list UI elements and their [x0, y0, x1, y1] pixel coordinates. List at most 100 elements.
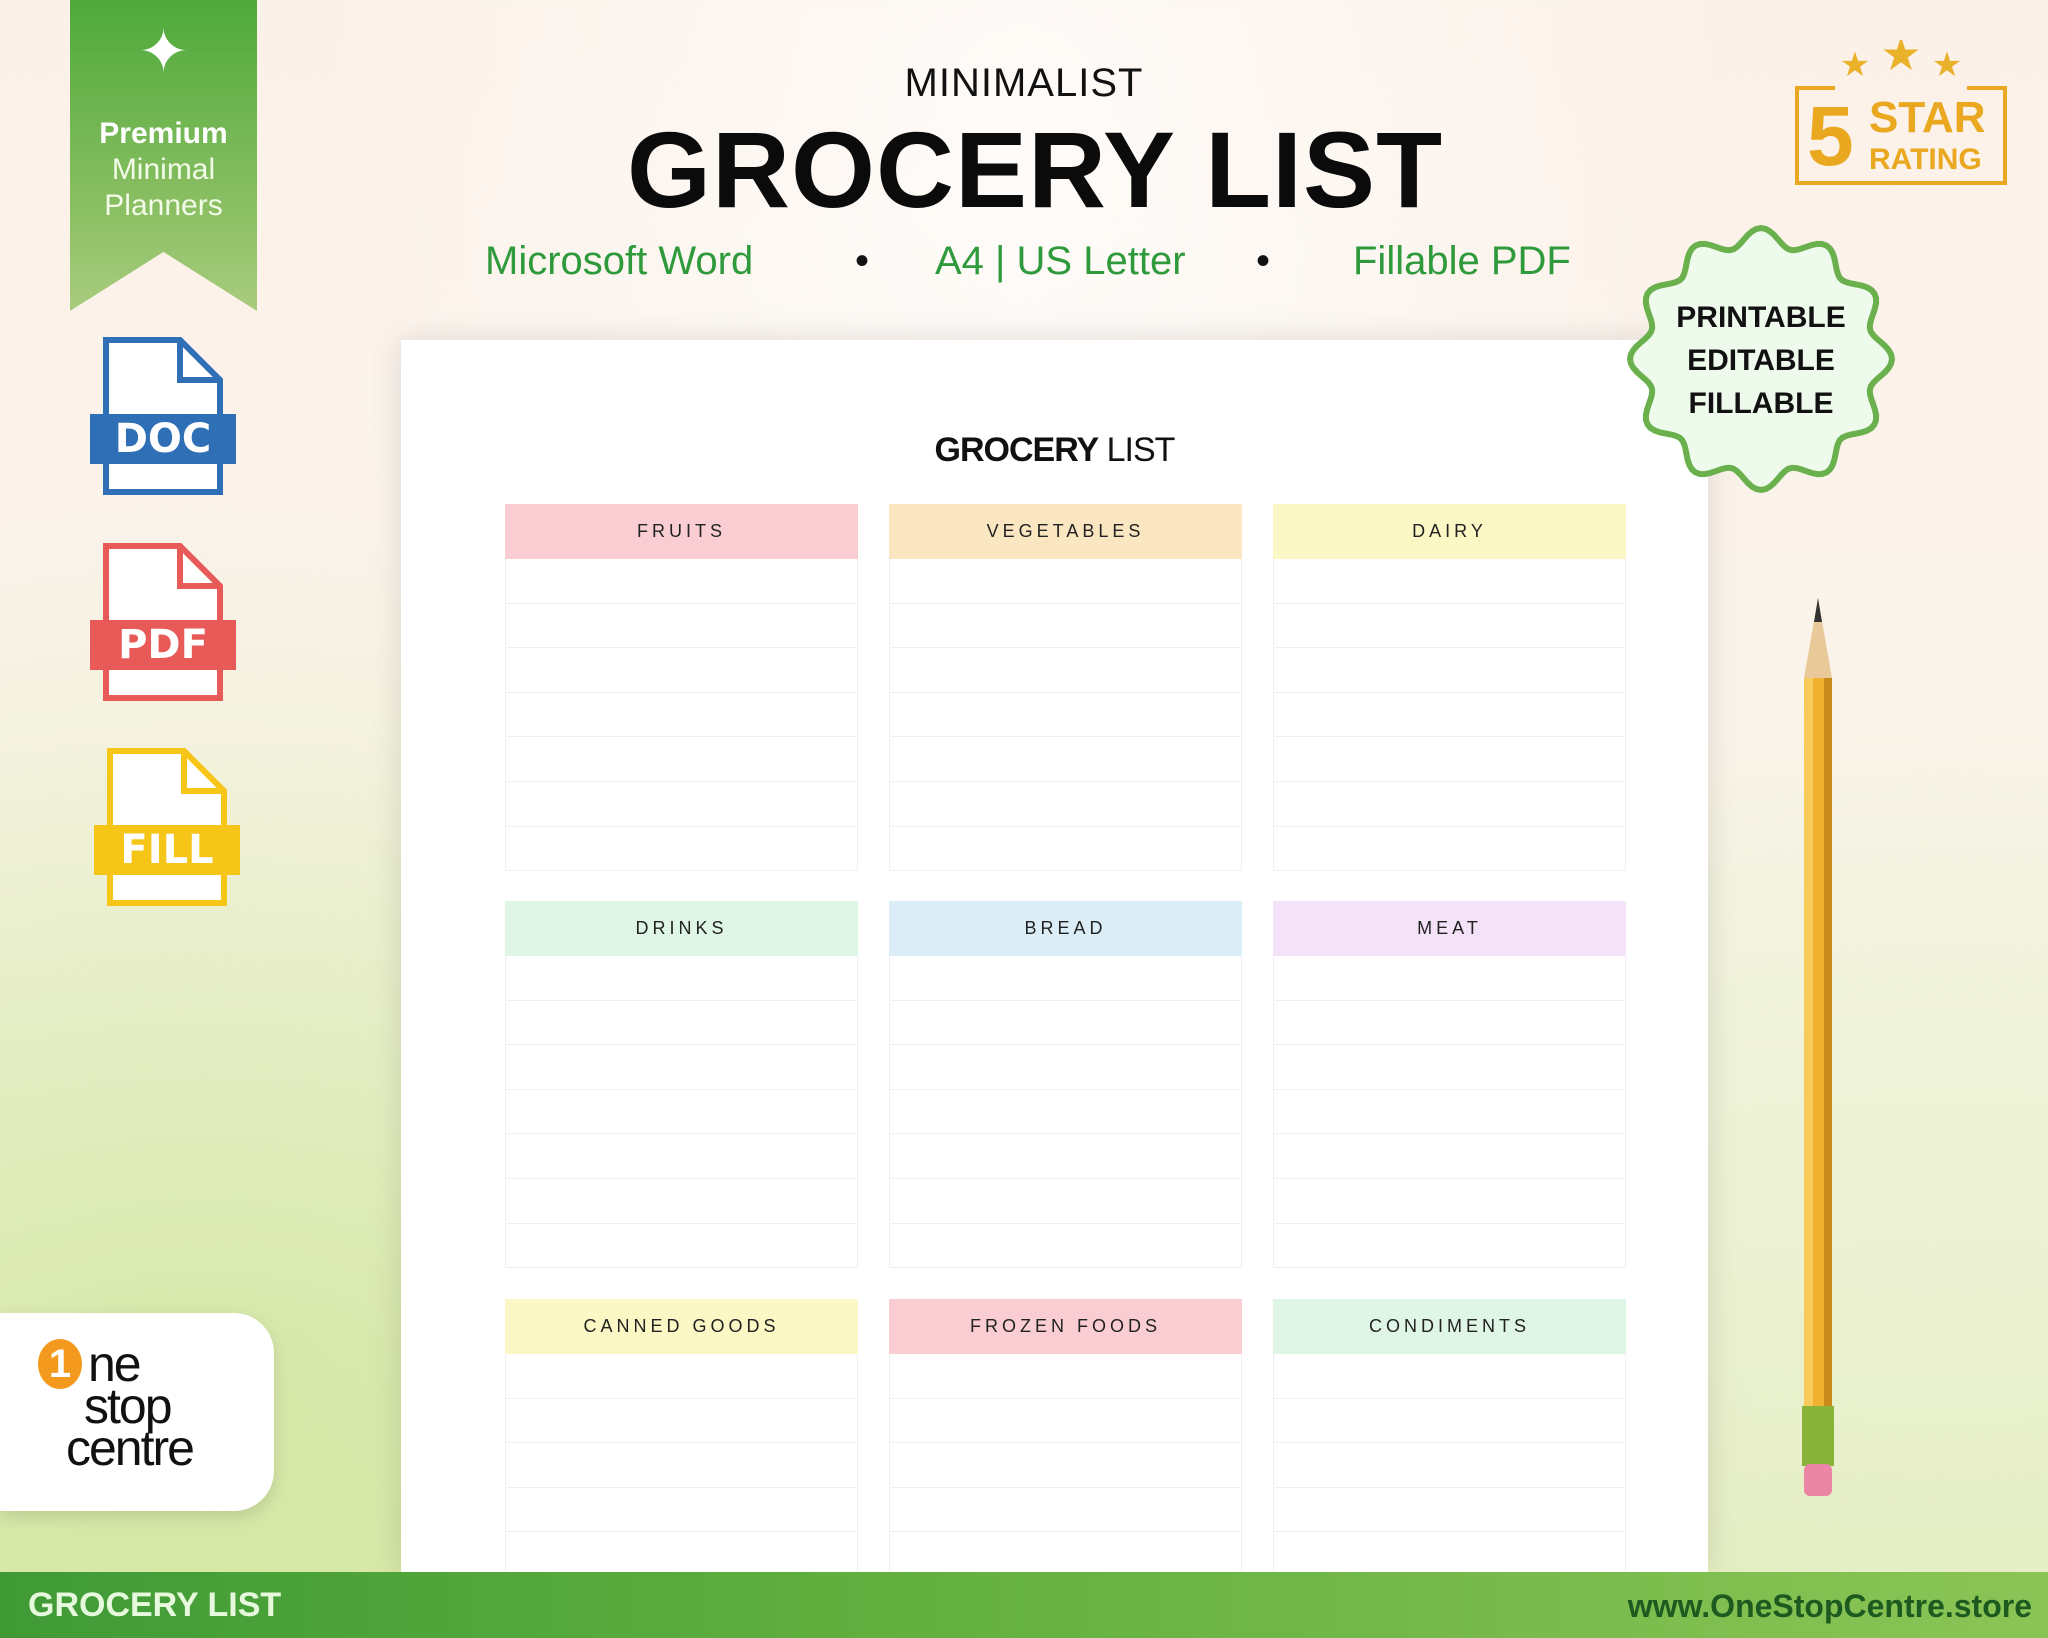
section-canned-goods: CANNED GOODS [505, 1299, 858, 1572]
list-row-input[interactable] [505, 1000, 858, 1046]
ribbon-line1: Premium [99, 117, 228, 150]
format-pdf: Fillable PDF [1353, 239, 1571, 283]
list-row-input[interactable] [1273, 1532, 1626, 1572]
section-bread: BREAD [889, 901, 1242, 1269]
list-row-input[interactable] [1273, 1178, 1626, 1224]
section-header: MEAT [1273, 901, 1626, 956]
section-drinks: DRINKS [505, 901, 858, 1269]
ribbon-line2: Minimal [111, 153, 216, 186]
list-row-input[interactable] [505, 648, 858, 693]
page-title: GROCERY LIST [626, 109, 1444, 230]
wavy-badge-shape [1626, 224, 1896, 494]
logo-digit: 1 [38, 1339, 82, 1389]
list-row-input[interactable] [505, 1487, 858, 1533]
list-row-input[interactable] [505, 737, 858, 782]
list-row-input[interactable] [505, 559, 858, 604]
section-dairy: DAIRY [1273, 504, 1626, 872]
section-vegetables: VEGETABLES [889, 504, 1242, 872]
list-row-input[interactable] [505, 1354, 858, 1399]
list-row-input[interactable] [505, 781, 858, 827]
premium-ribbon: ✦ Premium Minimal Planners [70, 0, 257, 311]
list-row-input[interactable] [1273, 1134, 1626, 1179]
list-row-input[interactable] [889, 1487, 1242, 1533]
list-row-input[interactable] [889, 648, 1242, 693]
list-row-input[interactable] [1273, 956, 1626, 1001]
list-row-input[interactable] [889, 1443, 1242, 1488]
list-row-input[interactable] [505, 1443, 858, 1488]
badge-fillable: FILLABLE [1688, 387, 1834, 420]
list-row-input[interactable] [889, 781, 1242, 827]
list-row-input[interactable] [1273, 1487, 1626, 1533]
list-row-input[interactable] [889, 559, 1242, 604]
list-row-input[interactable] [889, 1354, 1242, 1399]
list-row-input[interactable] [1273, 1443, 1626, 1488]
list-row-input[interactable] [889, 956, 1242, 1001]
list-row-input[interactable] [889, 1178, 1242, 1224]
page-subtitle: MINIMALIST [904, 61, 1144, 105]
list-row-input[interactable] [505, 826, 858, 872]
list-row-input[interactable] [505, 1223, 858, 1269]
list-row-input[interactable] [889, 1223, 1242, 1269]
sheet-title: GROCERY LIST [934, 431, 1176, 469]
list-row-input[interactable] [505, 1045, 858, 1090]
badge-editable: EDITABLE [1687, 344, 1835, 377]
list-row-input[interactable] [505, 1398, 858, 1444]
list-row-input[interactable] [1273, 737, 1626, 782]
list-row-input[interactable] [505, 603, 858, 649]
grocery-list-sheet: GROCERY LIST FRUITS VEGETABLES DAIRY DRINKS… [401, 340, 1708, 1572]
list-row-input[interactable] [1273, 603, 1626, 649]
list-row-input[interactable] [1273, 1398, 1626, 1444]
svg-text:★: ★ [1932, 46, 1962, 84]
rating-star-text: STAR [1869, 93, 1986, 142]
list-row-input[interactable] [505, 1134, 858, 1179]
list-row-input[interactable] [889, 737, 1242, 782]
ribbon-line3: Planners [104, 189, 223, 222]
logo-line3: centre [66, 1420, 195, 1476]
section-header: CANNED GOODS [505, 1299, 858, 1354]
file-icon-label: DOC [115, 416, 212, 462]
list-row-input[interactable] [889, 1532, 1242, 1572]
svg-text:★: ★ [1880, 40, 1921, 80]
section-header: FRUITS [505, 504, 858, 559]
section-meat: MEAT [1273, 901, 1626, 1269]
pdf-file-icon: PDF [88, 542, 238, 702]
list-row-input[interactable] [1273, 648, 1626, 693]
rating-number: 5 [1807, 89, 1854, 183]
list-row-input[interactable] [505, 1089, 858, 1135]
list-row-input[interactable] [889, 1000, 1242, 1046]
sparkle-icon: ✦ [138, 18, 189, 85]
svg-text:★: ★ [1840, 46, 1870, 84]
footer-bar: GROCERY LIST www.OneStopCentre.store [0, 1572, 2048, 1638]
footer-website[interactable]: www.OneStopCentre.store [1627, 1588, 2032, 1624]
footer-title: GROCERY LIST [28, 1586, 282, 1624]
list-row-input[interactable] [889, 1045, 1242, 1090]
list-row-input[interactable] [889, 1398, 1242, 1444]
list-row-input[interactable] [889, 1089, 1242, 1135]
list-row-input[interactable] [1273, 826, 1626, 872]
list-row-input[interactable] [889, 692, 1242, 738]
list-row-input[interactable] [1273, 559, 1626, 604]
list-row-input[interactable] [1273, 1000, 1626, 1046]
list-row-input[interactable] [505, 692, 858, 738]
section-condiments: CONDIMENTS [1273, 1299, 1626, 1572]
section-header: DRINKS [505, 901, 858, 956]
list-row-input[interactable] [1273, 1045, 1626, 1090]
list-row-input[interactable] [505, 956, 858, 1001]
section-header: VEGETABLES [889, 504, 1242, 559]
list-row-input[interactable] [1273, 1354, 1626, 1399]
badge-printable: PRINTABLE [1676, 301, 1846, 334]
list-row-input[interactable] [1273, 692, 1626, 738]
separator: • [855, 239, 870, 283]
list-row-input[interactable] [889, 1134, 1242, 1179]
format-word: Microsoft Word [485, 239, 754, 283]
list-row-input[interactable] [1273, 1223, 1626, 1269]
list-row-input[interactable] [1273, 1089, 1626, 1135]
five-star-rating: ★ ★ ★ 5 STAR RATING [1795, 28, 2007, 185]
list-row-input[interactable] [889, 826, 1242, 872]
list-row-input[interactable] [889, 603, 1242, 649]
doc-file-icon: DOC [88, 336, 238, 496]
list-row-input[interactable] [505, 1178, 858, 1224]
list-row-input[interactable] [1273, 781, 1626, 827]
list-row-input[interactable] [505, 1532, 858, 1572]
section-header: CONDIMENTS [1273, 1299, 1626, 1354]
